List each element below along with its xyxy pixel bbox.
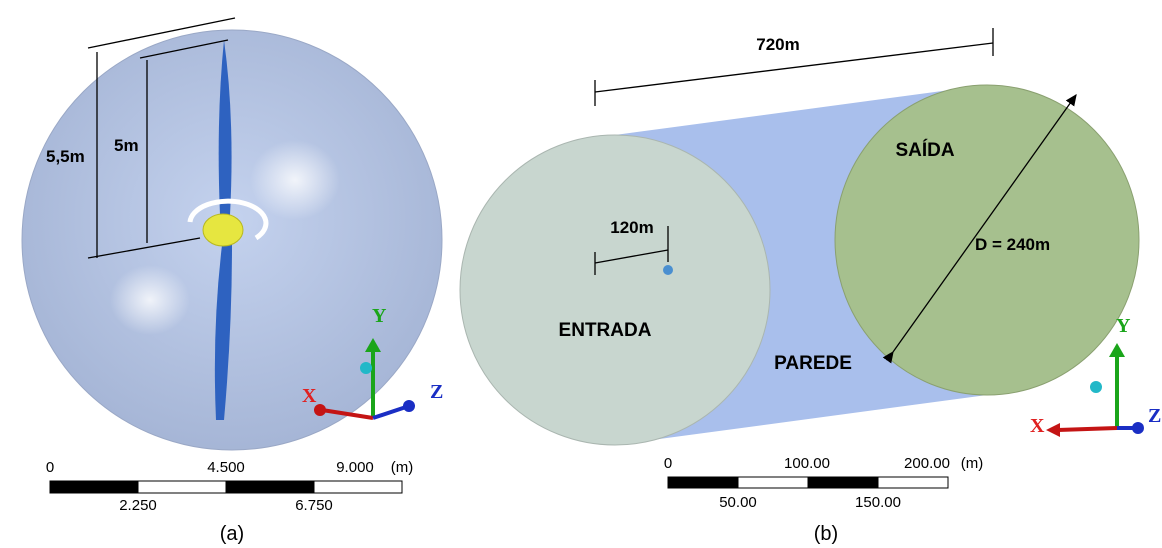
turbine-location xyxy=(663,265,673,275)
panel-b: 720m 120m D = 240m SAÍDA ENTRADA PAREDE … xyxy=(460,28,1161,545)
scale-label: 150.00 xyxy=(855,494,901,511)
inlet-face xyxy=(460,135,770,445)
scale-bar xyxy=(668,477,948,488)
axis-label: X xyxy=(302,385,317,407)
scale-label: 9.000 xyxy=(336,459,374,476)
scale-label: 100.00 xyxy=(784,455,830,472)
dimension-label: 5m xyxy=(114,136,139,155)
figure: 5,5m 5m Y X Z 0 4.500 9.000 (m) 2.250 6.… xyxy=(0,0,1162,548)
hub xyxy=(203,214,243,246)
scale-unit: (m) xyxy=(391,459,414,476)
axis-label: Y xyxy=(372,305,387,327)
dimension-label: 5,5m xyxy=(46,147,85,166)
scale-label: 4.500 xyxy=(207,459,245,476)
region-label: PAREDE xyxy=(774,353,852,374)
scale-label: 50.00 xyxy=(719,494,757,511)
axis-label: Z xyxy=(1148,405,1161,427)
highlight xyxy=(110,265,190,335)
scale-bar xyxy=(50,481,402,493)
axis-label: Z xyxy=(430,381,443,403)
dimension-label: 720m xyxy=(756,35,799,54)
axis-label: Y xyxy=(1116,315,1131,337)
scale-label: 2.250 xyxy=(119,497,157,514)
dimension-label: D = 240m xyxy=(975,235,1050,254)
dimension-label: 120m xyxy=(610,218,653,237)
scale-label: 200.00 xyxy=(904,455,950,472)
scale-label: 0 xyxy=(664,455,672,472)
axis-label: X xyxy=(1030,415,1045,437)
region-label: SAÍDA xyxy=(895,139,954,161)
caption: (a) xyxy=(220,523,244,545)
panel-a: 5,5m 5m Y X Z 0 4.500 9.000 (m) 2.250 6.… xyxy=(22,18,443,545)
caption: (b) xyxy=(814,523,838,545)
scale-label: 6.750 xyxy=(295,497,333,514)
scale-label: 0 xyxy=(46,459,54,476)
region-label: ENTRADA xyxy=(559,320,652,341)
highlight xyxy=(250,140,340,220)
scale-unit: (m) xyxy=(961,455,984,472)
